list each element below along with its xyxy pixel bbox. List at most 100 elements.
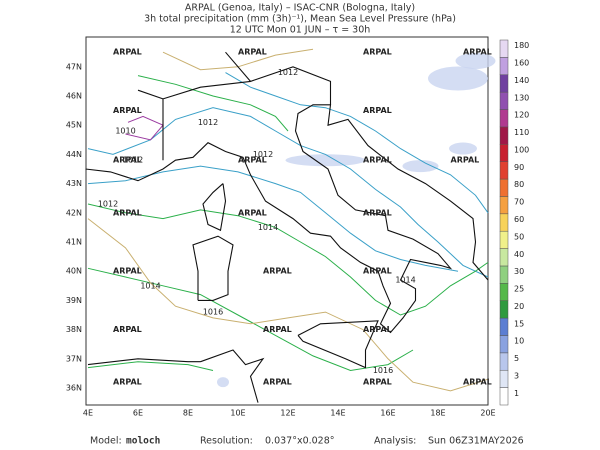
lat-label: 38N bbox=[66, 325, 82, 334]
colorbar-label: 50 bbox=[514, 232, 524, 241]
colorbar-cell bbox=[499, 335, 509, 354]
isobar bbox=[87, 361, 214, 371]
header-line: 3h total precipitation (mm (3h)⁻¹), Mean… bbox=[144, 14, 456, 25]
lon-label: 14E bbox=[330, 409, 345, 418]
colorbar-label: 90 bbox=[514, 163, 524, 172]
colorbar-label: 1 bbox=[514, 389, 519, 398]
colorbar-label: 10 bbox=[514, 337, 524, 346]
footer-label: Resolution: bbox=[200, 436, 253, 447]
lon-label: 12E bbox=[280, 409, 295, 418]
colorbar-label: 5 bbox=[514, 354, 519, 363]
lat-label: 37N bbox=[66, 354, 82, 363]
precip-patch bbox=[449, 142, 477, 155]
map-frame bbox=[85, 36, 489, 406]
colorbar-cell bbox=[499, 300, 509, 319]
colorbar-cell bbox=[499, 39, 509, 58]
watermark: ARPAL bbox=[113, 208, 142, 217]
coastline bbox=[192, 235, 234, 301]
watermark: ARPAL bbox=[363, 156, 392, 165]
lat-label: 41N bbox=[66, 238, 82, 247]
contour-label: 1014 bbox=[395, 275, 415, 284]
contour-label: 1012 bbox=[198, 118, 218, 127]
lat-label: 40N bbox=[66, 267, 82, 276]
lat-label: 42N bbox=[66, 208, 82, 217]
lon-label: 18E bbox=[430, 409, 445, 418]
lon-label: 20E bbox=[480, 409, 495, 418]
colorbar-label: 140 bbox=[514, 76, 529, 85]
isobar bbox=[87, 203, 489, 316]
watermark: ARPAL bbox=[363, 325, 392, 334]
lat-label: 47N bbox=[66, 62, 82, 71]
watermark: ARPAL bbox=[238, 208, 267, 217]
contour-label: 1016 bbox=[203, 308, 223, 317]
contour-label: 1014 bbox=[140, 281, 160, 290]
colorbar-cell bbox=[499, 161, 509, 180]
colorbar-cell bbox=[499, 265, 509, 284]
footer-value: moloch bbox=[126, 436, 160, 447]
watermark: ARPAL bbox=[263, 267, 292, 276]
isobar bbox=[87, 267, 414, 372]
watermark: ARPAL bbox=[363, 106, 392, 115]
colorbar-label: 60 bbox=[514, 215, 524, 224]
lat-label: 43N bbox=[66, 179, 82, 188]
contour-label: 1014 bbox=[258, 223, 278, 232]
lon-label: 10E bbox=[230, 409, 245, 418]
colorbar-cell bbox=[499, 369, 509, 388]
precip-patch bbox=[402, 160, 439, 173]
lat-label: 39N bbox=[66, 296, 82, 305]
precip-patch bbox=[455, 52, 496, 69]
colorbar-cell bbox=[499, 317, 509, 336]
isobar bbox=[137, 75, 289, 132]
lat-label: 45N bbox=[66, 121, 82, 130]
colorbar-label: 80 bbox=[514, 180, 524, 189]
coastline bbox=[297, 320, 379, 369]
coastline bbox=[225, 51, 251, 82]
watermark: ARPAL bbox=[113, 267, 142, 276]
watermark: ARPAL bbox=[463, 378, 492, 387]
contour-label: 1012 bbox=[278, 68, 298, 77]
watermark: ARPAL bbox=[113, 106, 142, 115]
colorbar-label: 25 bbox=[514, 285, 524, 294]
lon-label: 16E bbox=[380, 409, 395, 418]
watermark: ARPAL bbox=[263, 325, 292, 334]
colorbar-cell bbox=[499, 126, 509, 145]
colorbar-cell bbox=[499, 248, 509, 267]
lat-label: 36N bbox=[66, 384, 82, 393]
colorbar-label: 100 bbox=[514, 145, 529, 154]
precip-patch bbox=[285, 154, 366, 167]
map: ARPAL ARPAL ARPAL ARPAL ARPAL ARPAL ARPAL ARPAL… bbox=[85, 48, 496, 403]
colorbar-label: 15 bbox=[514, 319, 524, 328]
footer-label: Model: bbox=[90, 436, 122, 447]
colorbar-cell bbox=[499, 109, 509, 128]
watermark: ARPAL bbox=[113, 325, 142, 334]
colorbar-cell bbox=[499, 57, 509, 76]
lat-label: 44N bbox=[66, 150, 82, 159]
coastline bbox=[87, 358, 201, 366]
coastline bbox=[85, 104, 489, 334]
contour-label: 1016 bbox=[373, 366, 393, 375]
isobar bbox=[87, 218, 489, 392]
lon-label: 8E bbox=[183, 409, 193, 418]
contour-label: 1012 bbox=[253, 150, 273, 159]
colorbar-cell bbox=[499, 144, 509, 162]
watermark: ARPAL bbox=[363, 208, 392, 217]
header-line: ARPAL (Genoa, Italy) – ISAC-CNR (Bologna… bbox=[185, 3, 415, 14]
colorbar-label: 120 bbox=[514, 111, 529, 120]
colorbar-label: 3 bbox=[514, 371, 519, 380]
colorbar-label: 40 bbox=[514, 250, 524, 259]
watermark: ARPAL bbox=[463, 48, 492, 57]
colorbar-label: 110 bbox=[514, 128, 529, 137]
colorbar-label: 70 bbox=[514, 198, 524, 207]
colorbar-label: 20 bbox=[514, 302, 524, 311]
coastline bbox=[137, 89, 164, 100]
watermark: ARPAL bbox=[263, 378, 292, 387]
watermark: ARPAL bbox=[113, 156, 142, 165]
colorbar-cell bbox=[499, 91, 509, 110]
coastline bbox=[200, 349, 265, 403]
colorbar-label: 160 bbox=[514, 59, 529, 68]
watermark: ARPAL bbox=[113, 378, 142, 387]
colorbar: 1 3 5 10 15 20 25 30 40 50 60 70 80 90 100 110 120 130 140… bbox=[499, 39, 529, 406]
footer-label: Analysis: bbox=[374, 436, 416, 447]
contour-label: 1012 bbox=[123, 156, 143, 165]
colorbar-cell bbox=[499, 213, 509, 232]
